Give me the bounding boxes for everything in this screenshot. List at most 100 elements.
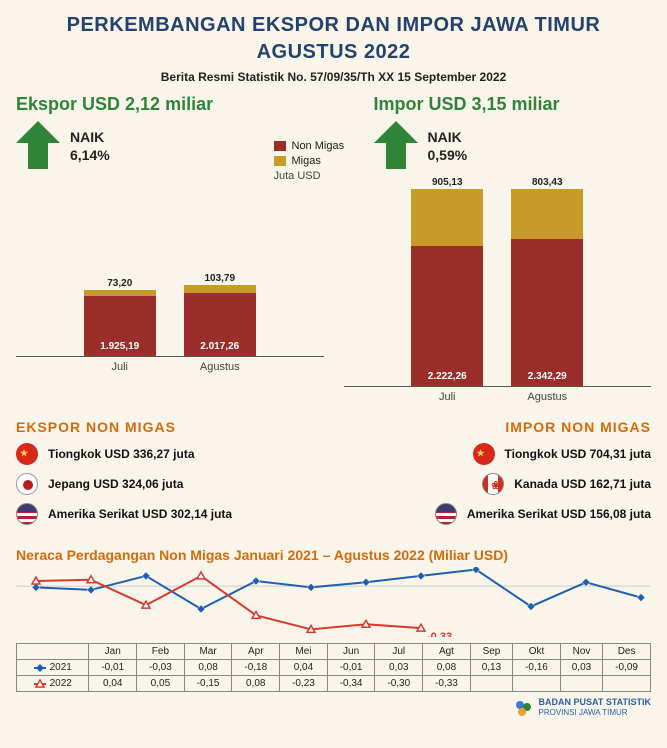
kpi-ekspor-heading: Ekspor USD 2,12 miliar <box>16 94 314 115</box>
bar-segment-migas: 103,79 <box>184 285 256 293</box>
flag-icon-jp <box>16 473 38 495</box>
ekspor-stacked-bars: 1.925,19 73,20 2.017,26 103,79 <box>16 237 324 357</box>
table-row-label: 2021 <box>17 660 89 676</box>
kpi-ekspor-naik: NAIK <box>70 129 104 145</box>
kpi-ekspor-arrow-block: NAIK 6,14% <box>16 121 314 171</box>
table-row-label: 2022 <box>17 676 89 692</box>
country-row: Amerika Serikat USD 156,08 juta <box>349 503 652 525</box>
ekspor-bar-labels: Juli Agustus <box>16 357 324 373</box>
page-title-line1: PERKEMBANGAN EKSPOR DAN IMPOR JAWA TIMUR <box>16 14 651 37</box>
flag-icon-us <box>435 503 457 525</box>
table-cell <box>603 676 651 692</box>
flag-icon-cn: ★ <box>16 443 38 465</box>
stacked-bar: 1.925,19 73,20 <box>84 290 156 356</box>
country-row: Amerika Serikat USD 302,14 juta <box>16 503 319 525</box>
bar-value-mig: 803,43 <box>511 177 583 188</box>
ekspor-non-migas-col: EKSPOR NON MIGAS ★Tiongkok USD 336,27 ju… <box>16 409 319 533</box>
kpi-impor-pct: 0,59% <box>428 147 468 163</box>
table-cell: -0,34 <box>327 676 375 692</box>
page-subtitle: Berita Resmi Statistik No. 57/09/35/Th X… <box>16 70 651 84</box>
flag-icon-cn: ★ <box>473 443 495 465</box>
table-cell <box>470 676 512 692</box>
legend-non-migas: Non Migas <box>274 140 394 152</box>
table-header-month: Sep <box>470 644 512 660</box>
table-header-month: Mei <box>280 644 328 660</box>
legend-swatch-mig <box>274 156 286 166</box>
bar-segment-non-migas: 2.017,26 <box>184 293 256 356</box>
table-cell: -0,01 <box>327 660 375 676</box>
country-row: Jepang USD 324,06 juta <box>16 473 319 495</box>
impor-countries-list: ★ Tiongkok USD 704,31 juta ❀Kanada USD 162… <box>349 443 652 525</box>
bar-segment-non-migas: 2.342,29 <box>511 239 583 386</box>
legend-non-label: Non Migas <box>292 140 345 152</box>
table-cell: 0,04 <box>89 676 137 692</box>
country-text: Amerika Serikat USD 156,08 juta <box>467 507 651 521</box>
footer-line1: BADAN PUSAT STATISTIK <box>539 697 652 707</box>
bar-value-mig: 73,20 <box>84 278 156 289</box>
bar-category-label: Agustus <box>184 361 256 373</box>
bps-logo-icon <box>513 698 533 718</box>
table-cell: -0,03 <box>137 660 185 676</box>
table-header-month: Agt <box>423 644 471 660</box>
country-text: Kanada USD 162,71 juta <box>514 477 651 491</box>
kpi-ekspor: Ekspor USD 2,12 miliar NAIK 6,14% <box>16 94 314 171</box>
table-cell <box>560 676 602 692</box>
bar-value-non: 2.017,26 <box>184 341 256 352</box>
bar-category-label: Juli <box>84 361 156 373</box>
kpi-ekspor-change: NAIK 6,14% <box>70 128 110 164</box>
table-cell: 0,04 <box>280 660 328 676</box>
table-cell: -0,09 <box>603 660 651 676</box>
table-cell: 0,03 <box>375 660 423 676</box>
table-cell: 0,08 <box>184 660 232 676</box>
kpi-impor-change: NAIK 0,59% <box>428 128 468 164</box>
ekspor-non-migas-heading: EKSPOR NON MIGAS <box>16 419 319 435</box>
table-cell: -0,15 <box>184 676 232 692</box>
table-cell: 0,08 <box>232 676 280 692</box>
ekspor-chart: 1.925,19 73,20 2.017,26 103,79 Juli Agustus <box>16 177 324 403</box>
table-header-month: Nov <box>560 644 602 660</box>
impor-bar-labels: JuliAgustus <box>344 387 652 403</box>
page: PERKEMBANGAN EKSPOR DAN IMPOR JAWA TIMUR… <box>0 0 667 726</box>
table-cell: -0,30 <box>375 676 423 692</box>
bar-segment-migas: 905,13 <box>411 189 483 246</box>
stacked-bar: 2.222,26 905,13 <box>411 189 483 386</box>
kpi-impor-heading: Impor USD 3,15 miliar <box>354 94 652 115</box>
table-cell: 0,03 <box>560 660 602 676</box>
non-migas-row: EKSPOR NON MIGAS ★Tiongkok USD 336,27 ju… <box>16 409 651 533</box>
stacked-bar: 2.017,26 103,79 <box>184 285 256 356</box>
neraca-svg: 0,08-0,33 <box>16 567 651 637</box>
country-row: ❀Kanada USD 162,71 juta <box>349 473 652 495</box>
table-header-month: Mar <box>184 644 232 660</box>
table-header-month: Des <box>603 644 651 660</box>
impor-chart: 2.222,26 905,13 2.342,29 803,43 JuliAgustus <box>344 177 652 403</box>
svg-text:-0,33: -0,33 <box>427 631 452 637</box>
table-header-month: Jul <box>375 644 423 660</box>
bar-value-non: 2.342,29 <box>511 371 583 382</box>
table-cell: -0,23 <box>280 676 328 692</box>
bar-segment-migas: 803,43 <box>511 189 583 239</box>
table-cell <box>513 676 561 692</box>
table-header-month: Jan <box>89 644 137 660</box>
country-text: Tiongkok USD 704,31 juta <box>505 447 652 461</box>
page-title-line2: AGUSTUS 2022 <box>16 41 651 64</box>
country-row: ★ Tiongkok USD 704,31 juta <box>349 443 652 465</box>
bar-segment-non-migas: 2.222,26 <box>411 246 483 386</box>
bar-value-non: 2.222,26 <box>411 371 483 382</box>
kpi-impor-arrow-block: NAIK 0,59% <box>354 121 652 171</box>
neraca-table: JanFebMarAprMeiJunJulAgtSepOktNovDes2021… <box>16 643 651 692</box>
table-cell: 0,08 <box>423 660 471 676</box>
table-cell: -0,18 <box>232 660 280 676</box>
table-header-month: Okt <box>513 644 561 660</box>
impor-stacked-bars: 2.222,26 905,13 2.342,29 803,43 <box>344 177 652 387</box>
table-cell: 0,05 <box>137 676 185 692</box>
table-header-month: Feb <box>137 644 185 660</box>
stacked-bar: 2.342,29 803,43 <box>511 189 583 386</box>
bar-segment-migas: 73,20 <box>84 290 156 296</box>
bar-segment-non-migas: 1.925,19 <box>84 296 156 356</box>
bar-category-label: Agustus <box>511 391 583 403</box>
flag-icon-us <box>16 503 38 525</box>
arrow-up-icon <box>16 121 60 171</box>
footer: BADAN PUSAT STATISTIK PROVINSI JAWA TIMU… <box>16 698 651 718</box>
bar-value-non: 1.925,19 <box>84 341 156 352</box>
table-cell: -0,01 <box>89 660 137 676</box>
